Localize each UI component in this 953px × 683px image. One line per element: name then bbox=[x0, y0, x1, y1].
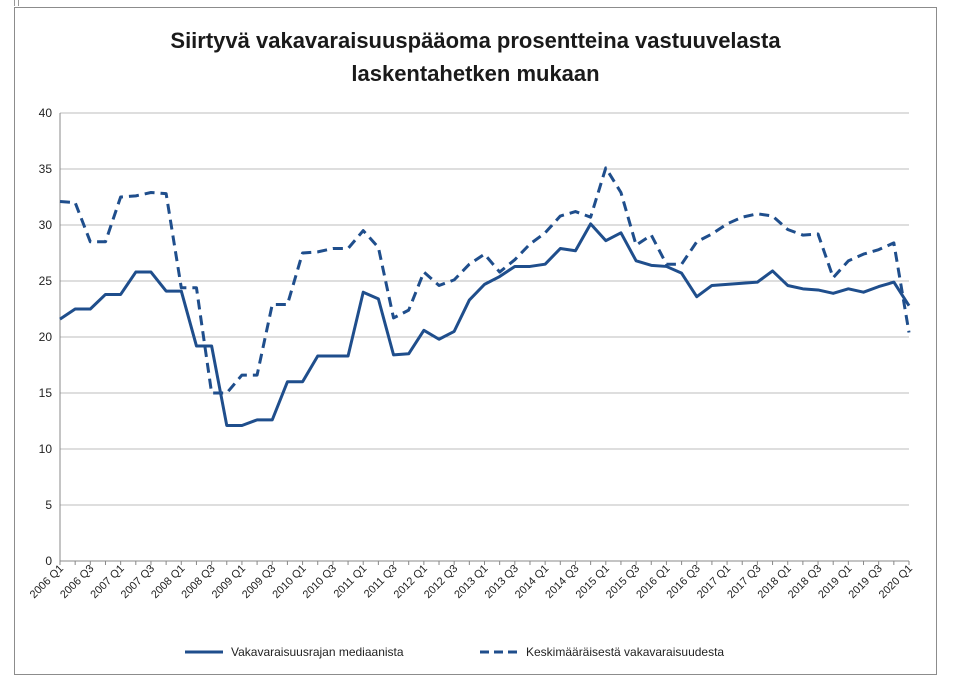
chart-frame bbox=[14, 7, 937, 675]
gridlines bbox=[60, 112, 909, 562]
y-tick-label: 5 bbox=[45, 498, 52, 512]
y-tick-label: 15 bbox=[39, 386, 53, 400]
legend: Vakavaraisuusrajan mediaanista Keskimäärä… bbox=[185, 645, 724, 659]
y-tick-label: 30 bbox=[39, 218, 53, 232]
corner-mark bbox=[14, 0, 19, 6]
y-tick-label: 35 bbox=[39, 162, 53, 176]
y-tick-label: 10 bbox=[39, 442, 53, 456]
chart-title: Siirtyvä vakavaraisuuspääoma prosenttein… bbox=[14, 24, 937, 90]
legend-label-1: Vakavaraisuusrajan mediaanista bbox=[231, 645, 404, 659]
series-line-2 bbox=[59, 166, 911, 395]
x-tick-label: 2020 Q1 bbox=[877, 563, 915, 601]
y-tick-label: 25 bbox=[39, 274, 53, 288]
y-tick-label: 40 bbox=[39, 106, 53, 120]
chart-title-line-1: Siirtyvä vakavaraisuuspääoma prosenttein… bbox=[170, 28, 781, 53]
legend-label-2: Keskimääräisestä vakavaraisuudesta bbox=[526, 645, 724, 659]
y-tick-label: 0 bbox=[45, 554, 52, 568]
x-tick-label: 2010 Q3 bbox=[301, 563, 339, 601]
y-tick-label: 20 bbox=[39, 330, 53, 344]
series-lines bbox=[59, 166, 911, 427]
series-line-1 bbox=[59, 222, 911, 427]
chart-title-line-2: laskentahetken mukaan bbox=[351, 61, 600, 86]
